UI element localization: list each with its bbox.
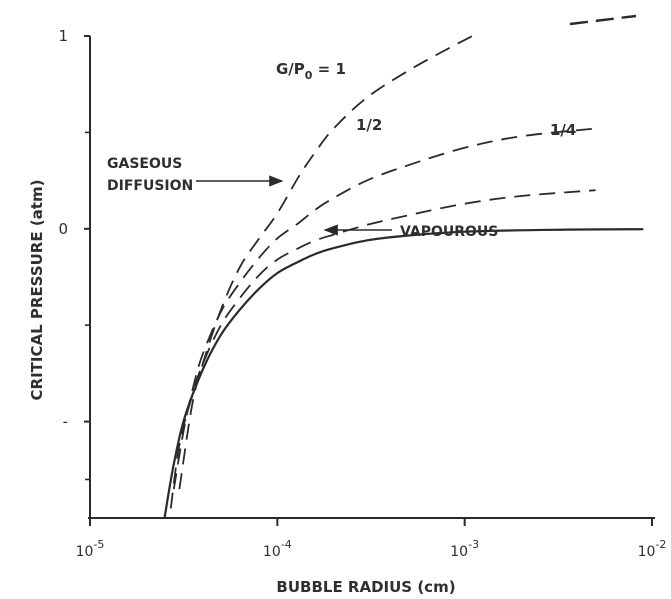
x-tick-label: 10-2 [638,538,667,560]
x-tick-label: 10-4 [263,538,292,560]
x-tick-label: 10-3 [450,538,479,560]
gaseous-label-line1: GASEOUS [107,156,182,172]
x-tick-label: 10-5 [76,538,105,560]
half-label: 1/2 [356,116,382,134]
vapourous-label: VAPOUROUS [400,224,498,240]
series-layer [163,35,644,519]
x-axis-title: BUBBLE RADIUS (cm) [276,578,455,596]
corner-dash-mark [569,14,637,26]
y-tick-label: 1 [58,27,68,45]
y-tick-label: - [63,413,68,431]
series-line [178,35,473,490]
series-line [172,127,596,490]
y-axis-title: CRITICAL PRESSURE (atm) [28,180,46,401]
series-line [163,228,644,519]
series-line [169,189,596,509]
g-ratio-label: G/P0 = 1 [276,60,346,82]
gaseous-label-line2: DIFFUSION [107,178,193,194]
x-ticks: 10-5 10-4 10-3 10-2 [76,518,667,560]
y-tick-label: 0 [58,220,68,238]
y-ticks: 1 0 - [58,27,90,481]
quarter-label: 1/4 [550,121,576,139]
